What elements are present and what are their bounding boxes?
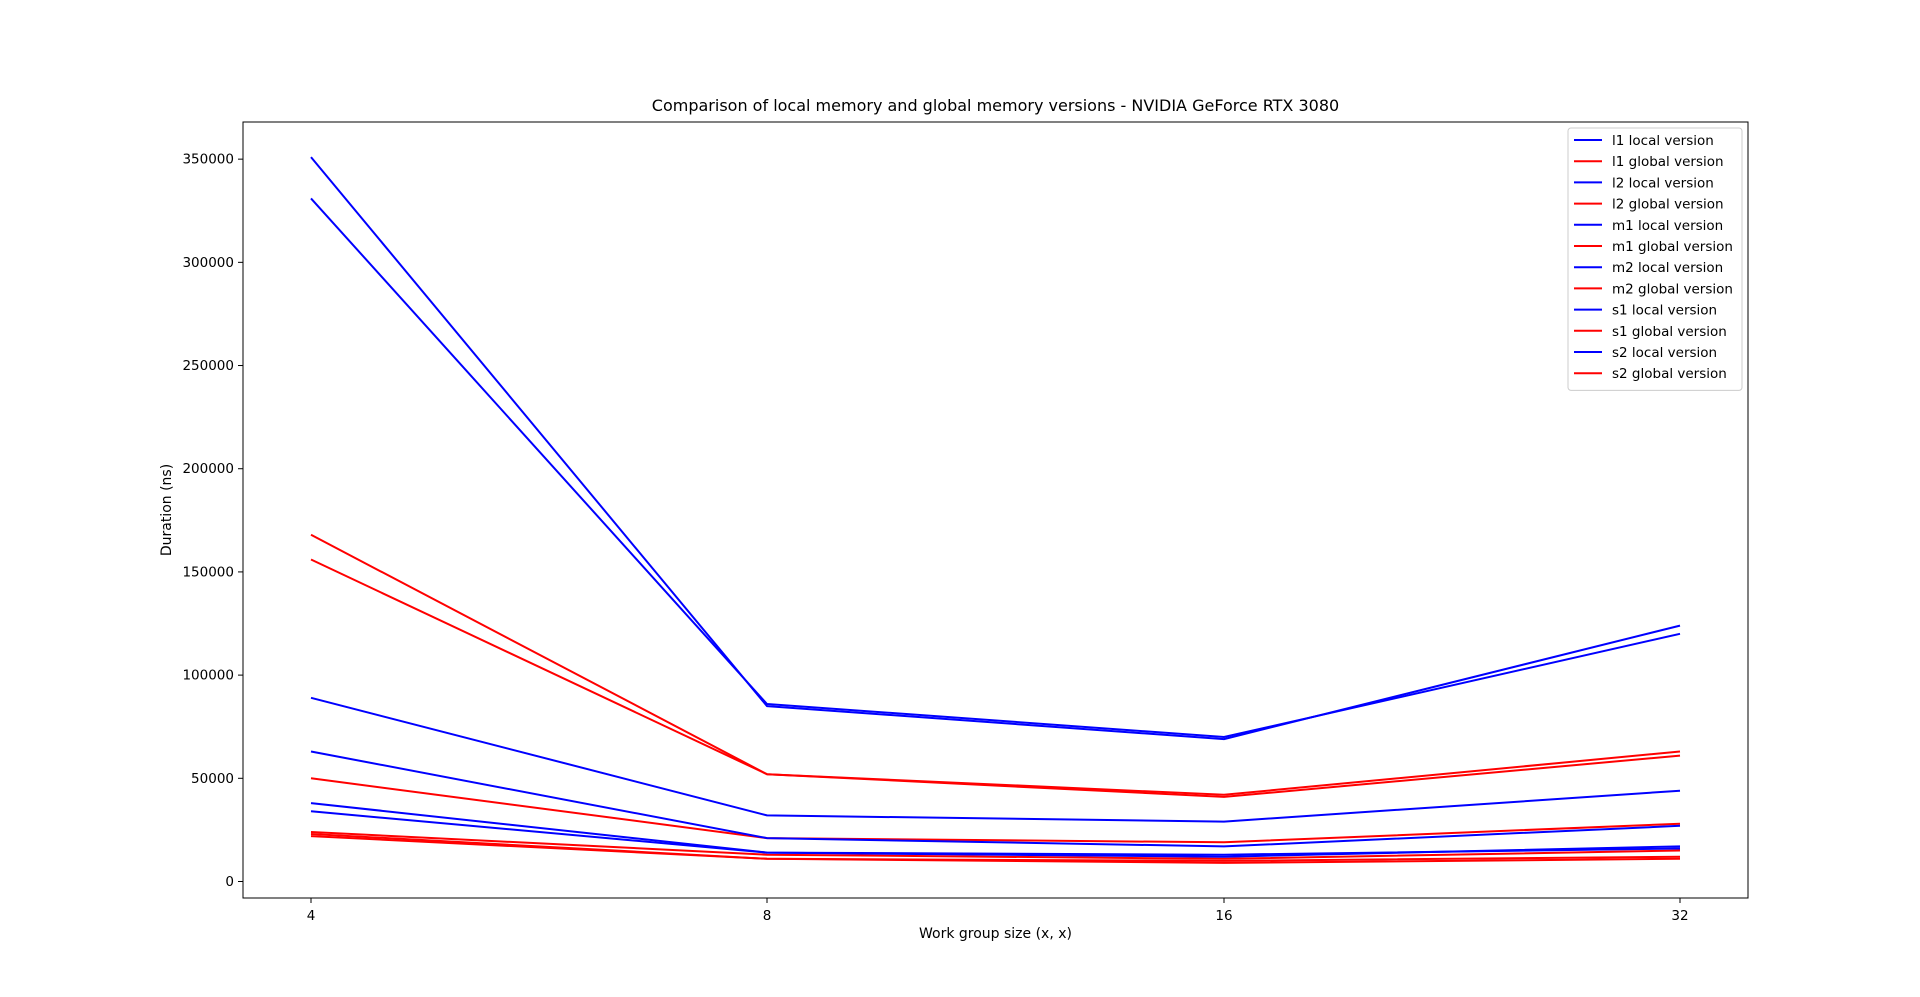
series-line-l1-global-version xyxy=(310,533,1681,796)
series-lines xyxy=(310,156,1681,864)
y-axis-label: Duration (ns) xyxy=(159,464,175,556)
y-tick-label: 350000 xyxy=(182,152,234,168)
legend-label: m2 global version xyxy=(1612,281,1733,297)
series-line-m2-local-version xyxy=(310,750,1681,848)
legend: l1 local version l1 global version l2 loca… xyxy=(1567,127,1743,391)
chart-title: Comparison of local memory and global me… xyxy=(652,96,1339,115)
series-line-m1-local-version xyxy=(310,696,1681,823)
legend-label: l2 global version xyxy=(1612,197,1724,213)
legend-label: s1 local version xyxy=(1612,303,1717,319)
legend-label: l2 local version xyxy=(1612,175,1714,191)
y-tick-label: 100000 xyxy=(182,668,234,684)
y-tick-label: 250000 xyxy=(182,358,234,374)
legend-label: m1 global version xyxy=(1612,239,1733,255)
legend-label: l1 global version xyxy=(1612,154,1724,170)
x-tick-label: 4 xyxy=(307,908,316,924)
plot-frame xyxy=(242,121,1749,899)
legend-label: s2 local version xyxy=(1612,345,1717,361)
legend-label: m1 local version xyxy=(1612,218,1723,234)
series-line-l1-local-version xyxy=(310,156,1681,741)
series-line-s2-local-version xyxy=(310,810,1681,856)
legend-label: m2 local version xyxy=(1612,260,1723,276)
y-tick-label: 50000 xyxy=(191,771,234,787)
axes: 0 50000 100000 150000 200000 250000 300000 3500… xyxy=(182,121,1749,924)
series-line-m2-global-version xyxy=(310,831,1681,860)
legend-label: s1 global version xyxy=(1612,324,1727,340)
series-line-l2-global-version xyxy=(310,558,1681,798)
series-line-s2-global-version xyxy=(310,833,1681,862)
legend-box xyxy=(1567,127,1743,391)
series-line-m1-global-version xyxy=(310,777,1681,844)
y-tick-label: 300000 xyxy=(182,255,234,271)
x-tick-label: 32 xyxy=(1671,908,1688,924)
y-tick-label: 150000 xyxy=(182,564,234,580)
legend-label: l1 local version xyxy=(1612,133,1714,149)
y-tick-label: 0 xyxy=(225,874,234,890)
x-tick-label: 8 xyxy=(763,908,772,924)
y-tick-label: 200000 xyxy=(182,461,234,477)
x-axis-label: Work group size (x, x) xyxy=(919,926,1072,942)
legend-label: s2 global version xyxy=(1612,366,1727,382)
series-line-l2-local-version xyxy=(310,197,1681,738)
x-tick-label: 16 xyxy=(1215,908,1232,924)
